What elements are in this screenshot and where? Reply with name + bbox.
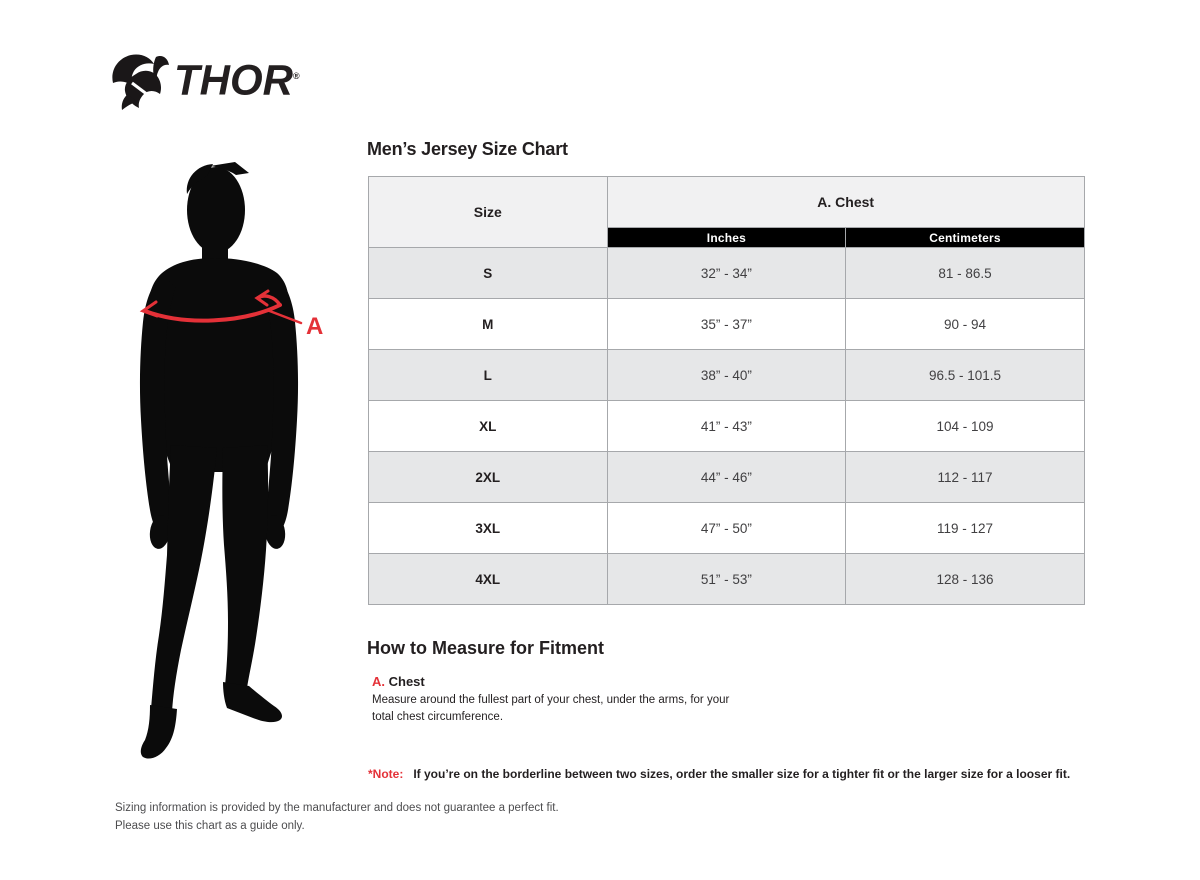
- table-row: 2XL 44” - 46” 112 - 117: [368, 451, 1085, 503]
- cell-centimeters: 104 - 109: [845, 400, 1085, 452]
- cell-centimeters: 119 - 127: [845, 502, 1085, 554]
- table-row: M 35” - 37” 90 - 94: [368, 298, 1085, 350]
- cell-centimeters: 81 - 86.5: [845, 247, 1085, 299]
- cell-size: 2XL: [368, 451, 608, 503]
- disclaimer-line-1: Sizing information is provided by the ma…: [115, 802, 559, 814]
- cell-centimeters: 96.5 - 101.5: [845, 349, 1085, 401]
- cell-inches: 47” - 50”: [606, 502, 847, 554]
- column-header-inches: Inches: [606, 227, 847, 248]
- cell-inches: 41” - 43”: [606, 400, 847, 452]
- note-text: If you’re on the borderline between two …: [413, 767, 1071, 781]
- cell-size: S: [368, 247, 608, 299]
- brand-name-text: THOR: [174, 55, 293, 104]
- how-to-measure-heading: How to Measure for Fitment: [367, 638, 605, 658]
- sizing-note: *Note: If you’re on the borderline betwee…: [368, 767, 1088, 781]
- measure-item-description: Measure around the fullest part of your …: [372, 694, 730, 724]
- disclaimer: Sizing information is provided by the ma…: [115, 800, 559, 836]
- registered-trademark: ®: [293, 70, 300, 82]
- thor-goat-icon: [112, 54, 169, 110]
- size-chart-table: Size A. Chest Inches Centimeters S 32” - …: [368, 176, 1085, 605]
- chest-marker-label: A: [306, 313, 323, 340]
- measure-item-chest: A. Chest Measure around the fullest part…: [372, 674, 742, 727]
- male-silhouette: A: [139, 162, 323, 759]
- cell-centimeters: 128 - 136: [845, 553, 1085, 605]
- note-label: *Note:: [368, 767, 404, 781]
- table-row: S 32” - 34” 81 - 86.5: [368, 247, 1085, 299]
- column-group-header-chest: A. Chest: [606, 176, 1085, 228]
- measure-item-name: Chest: [388, 674, 425, 689]
- page-title: Men’s Jersey Size Chart: [367, 139, 568, 159]
- table-row: L 38” - 40” 96.5 - 101.5: [368, 349, 1085, 401]
- cell-centimeters: 112 - 117: [845, 451, 1085, 503]
- cell-inches: 44” - 46”: [606, 451, 847, 503]
- cell-size: M: [368, 298, 608, 350]
- table-row: 4XL 51” - 53” 128 - 136: [368, 553, 1085, 605]
- table-row: XL 41” - 43” 104 - 109: [368, 400, 1085, 452]
- cell-inches: 38” - 40”: [606, 349, 847, 401]
- size-table-body: S 32” - 34” 81 - 86.5 M 35” - 37” 90 - 94 L 38”…: [368, 247, 1085, 605]
- cell-size: L: [368, 349, 608, 401]
- measure-item-title: A. Chest: [372, 674, 742, 689]
- brand-wordmark: THOR®: [174, 55, 300, 104]
- cell-centimeters: 90 - 94: [845, 298, 1085, 350]
- column-header-size: Size: [368, 176, 608, 248]
- column-header-centimeters: Centimeters: [845, 227, 1085, 248]
- cell-inches: 51” - 53”: [606, 553, 847, 605]
- cell-size: XL: [368, 400, 608, 452]
- disclaimer-line-2: Please use this chart as a guide only.: [115, 819, 305, 832]
- cell-size: 3XL: [368, 502, 608, 554]
- cell-inches: 32” - 34”: [606, 247, 847, 299]
- measure-item-letter: A.: [372, 674, 385, 689]
- chest-measure-line: [139, 289, 303, 325]
- table-row: 3XL 47” - 50” 119 - 127: [368, 502, 1085, 554]
- cell-size: 4XL: [368, 553, 608, 605]
- brand-logo: THOR®: [110, 50, 300, 110]
- cell-inches: 35” - 37”: [606, 298, 847, 350]
- body-measurement-figure: A: [115, 160, 355, 780]
